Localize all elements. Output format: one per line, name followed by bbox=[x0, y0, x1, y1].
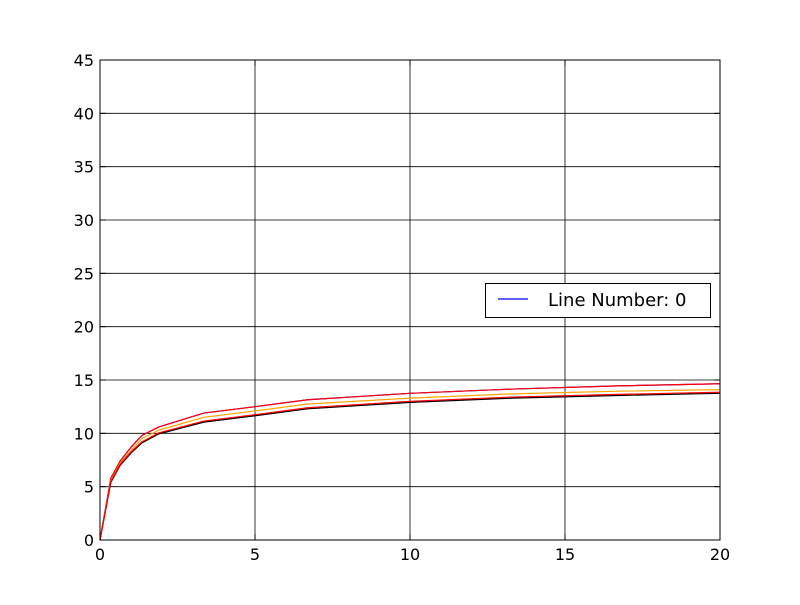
y-tick-label: 35 bbox=[74, 158, 94, 177]
x-tick-label: 0 bbox=[95, 545, 105, 564]
x-tick-label: 20 bbox=[710, 545, 730, 564]
series-lines bbox=[99, 383, 721, 541]
x-tick-label: 5 bbox=[250, 545, 260, 564]
series-line-1 bbox=[99, 383, 721, 541]
y-tick-label: 15 bbox=[74, 371, 94, 390]
legend-box bbox=[485, 283, 711, 318]
y-tick-label: 45 bbox=[74, 51, 94, 70]
y-tick-label: 40 bbox=[74, 104, 94, 123]
series-line-2 bbox=[99, 389, 721, 541]
y-tick-label: 0 bbox=[84, 531, 94, 550]
legend: Line Number: 0 bbox=[485, 283, 711, 318]
y-tick-label: 20 bbox=[74, 318, 94, 337]
axis-ticks: 0 5 10 15 20 0 5 10 15 20 25 30 35 40 45 bbox=[74, 51, 731, 564]
legend-label-line-number-0: Line Number: 0 bbox=[548, 290, 686, 311]
y-tick-label: 5 bbox=[84, 478, 94, 497]
x-tick-label: 15 bbox=[555, 545, 575, 564]
series-line-4 bbox=[99, 391, 721, 541]
y-tick-label: 30 bbox=[74, 211, 94, 230]
y-tick-label: 25 bbox=[74, 264, 94, 283]
x-tick-label: 10 bbox=[400, 545, 420, 564]
y-tick-label: 10 bbox=[74, 424, 94, 443]
